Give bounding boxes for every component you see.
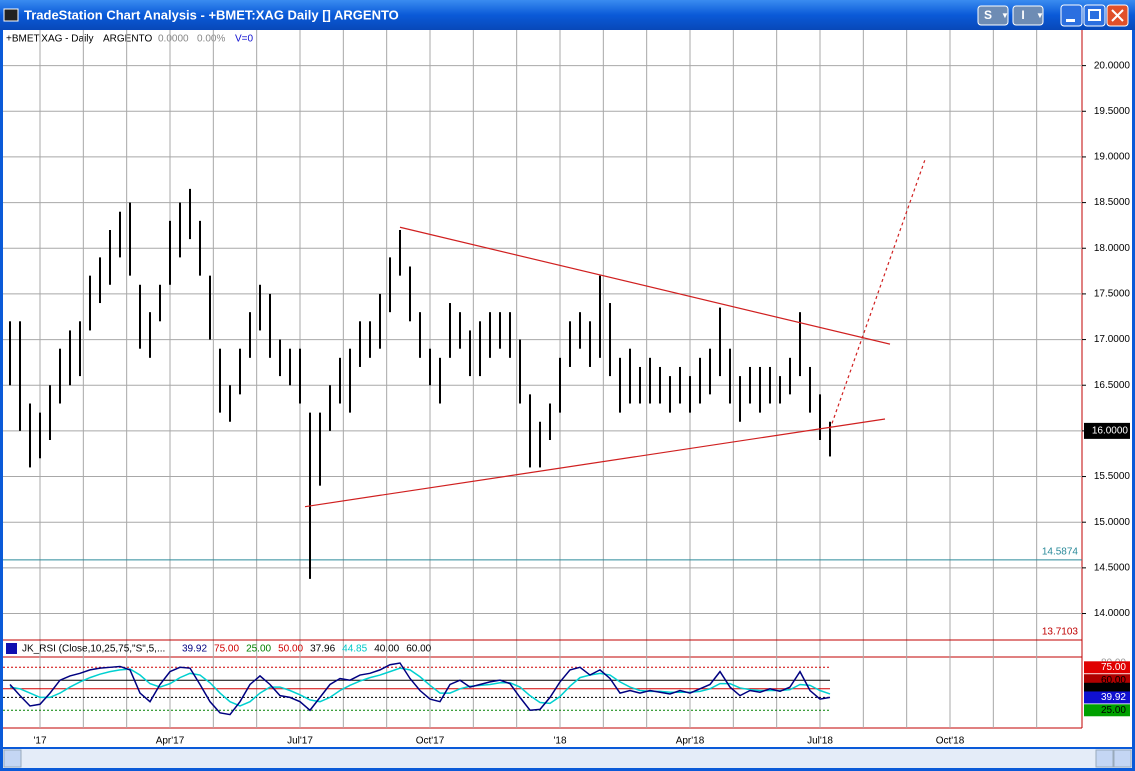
minimize-icon bbox=[1066, 19, 1075, 22]
axis-label-box bbox=[1084, 691, 1130, 704]
dropdown-arrow: ▼ bbox=[1036, 11, 1044, 20]
symbol-name: ARGENTO bbox=[103, 34, 152, 45]
indicator-reading: 25.00 bbox=[246, 644, 271, 655]
x-tick-label: Oct'17 bbox=[416, 736, 445, 747]
scroll-thumb[interactable] bbox=[1095, 749, 1114, 768]
indicator-reading: 39.92 bbox=[182, 644, 207, 655]
scrollbar[interactable] bbox=[3, 749, 1132, 768]
indicator-line bbox=[9, 662, 831, 716]
scroll-right[interactable] bbox=[1113, 749, 1132, 768]
x-tick-label: Apr'17 bbox=[156, 736, 185, 747]
s-button-label: S bbox=[984, 8, 992, 22]
axis-label: 25.00 bbox=[1101, 705, 1126, 716]
i-button[interactable] bbox=[1012, 5, 1044, 26]
chart-area bbox=[3, 30, 1132, 747]
change: 0.0000 bbox=[158, 34, 189, 45]
axis-label-box bbox=[1084, 704, 1130, 717]
percent-change: 0.00% bbox=[197, 34, 225, 45]
i-button-label: I bbox=[1021, 8, 1024, 22]
volume: V=0 bbox=[235, 34, 254, 45]
axis-label: 50.00 bbox=[1101, 683, 1126, 694]
maximize-icon bbox=[1088, 9, 1101, 21]
horizontal-line-label: 14.5874 bbox=[1042, 547, 1079, 558]
title-bar bbox=[0, 0, 1135, 30]
trendline bbox=[399, 226, 891, 345]
y-tick-label: 18.5000 bbox=[1094, 197, 1131, 208]
indicator-reading: 37.96 bbox=[310, 644, 335, 655]
x-tick-label: '17 bbox=[33, 736, 46, 747]
x-tick-label: Jul'18 bbox=[807, 736, 833, 747]
axis-label-box bbox=[1084, 661, 1130, 674]
indicator-reading: 40.00 bbox=[374, 644, 399, 655]
indicator-reading: 75.00 bbox=[214, 644, 239, 655]
last-price-box bbox=[1084, 422, 1130, 439]
y-tick-label: 15.5000 bbox=[1094, 471, 1131, 482]
last-price-label: 16.0000 bbox=[1092, 426, 1129, 437]
y-tick-label: 17.0000 bbox=[1094, 334, 1131, 345]
axis-label: 60.00 bbox=[1101, 675, 1126, 686]
trendline bbox=[304, 418, 886, 508]
scroll-left[interactable] bbox=[3, 749, 22, 768]
y-tick-label: 16.5000 bbox=[1094, 380, 1131, 391]
minimize-button[interactable] bbox=[1060, 4, 1083, 27]
x-tick-label: '18 bbox=[553, 736, 566, 747]
y-tick-label: 14.0000 bbox=[1094, 608, 1131, 619]
y-tick-label: 18.0000 bbox=[1094, 243, 1131, 254]
x-tick-label: Oct'18 bbox=[936, 736, 965, 747]
indicator-title: JK_RSI (Close,10,25,75,"S",5,... bbox=[22, 644, 165, 655]
y-tick-label: 19.5000 bbox=[1094, 106, 1131, 117]
y-tick-label: 15.0000 bbox=[1094, 517, 1131, 528]
x-tick-label: Apr'18 bbox=[676, 736, 705, 747]
window-title: TradeStation Chart Analysis - +BMET:XAG … bbox=[24, 7, 399, 22]
y-tick-label: 17.5000 bbox=[1094, 289, 1131, 300]
indicator-reading: 44.85 bbox=[342, 644, 367, 655]
y-tick-label: 19.0000 bbox=[1094, 152, 1131, 163]
horizontal-line-label: 13.7103 bbox=[1042, 627, 1079, 638]
dropdown-arrow: ▼ bbox=[1001, 11, 1009, 20]
axis-label: 39.92 bbox=[1101, 692, 1126, 703]
maximize-button[interactable] bbox=[1083, 4, 1106, 27]
axis-label: 75.00 bbox=[1101, 662, 1126, 673]
s-button[interactable] bbox=[977, 5, 1009, 26]
x-tick-label: Jul'17 bbox=[287, 736, 313, 747]
y-tick-label: 20.0000 bbox=[1094, 60, 1131, 71]
y-tick-label: 14.5000 bbox=[1094, 562, 1131, 573]
app-icon bbox=[3, 8, 19, 22]
header: +BMET:XAG - Daily ARGENTO 0.0000 0.00% V… bbox=[6, 34, 254, 45]
close-icon bbox=[1111, 9, 1124, 22]
indicator-reading: 50.00 bbox=[278, 644, 303, 655]
indicator-reading: 60.00 bbox=[406, 644, 431, 655]
indicator-icon bbox=[6, 643, 17, 654]
symbol: +BMET:XAG - Daily bbox=[6, 34, 94, 45]
